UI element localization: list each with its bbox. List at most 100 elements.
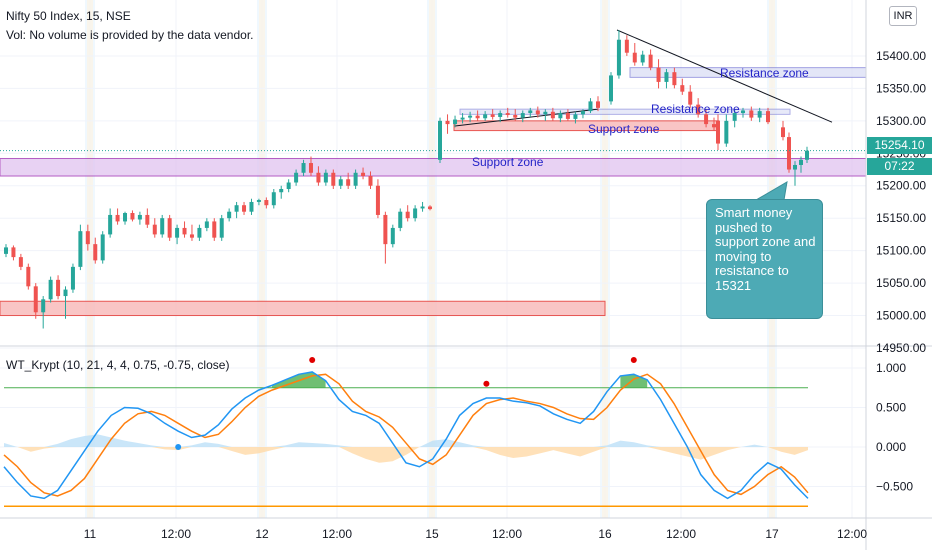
candle-body: [286, 182, 291, 189]
candle-body: [294, 172, 299, 183]
candle-body: [308, 163, 313, 173]
buy-signal-dot: [175, 444, 182, 450]
candle-body: [766, 111, 770, 123]
indicator-tick-label: 0.500: [876, 401, 906, 415]
candle-body: [550, 111, 555, 119]
wt2-line: [3, 373, 809, 497]
candle-body: [346, 179, 351, 186]
candle-body: [420, 206, 425, 209]
smart-money-callout[interactable]: Smart money pushed to support zone and m…: [706, 199, 823, 319]
currency-button[interactable]: INR: [889, 6, 917, 26]
support-zone-label-main: Support zone: [472, 155, 544, 169]
candle-body: [390, 227, 395, 245]
time-tick-label: 12: [255, 527, 269, 541]
candle-body: [793, 164, 797, 170]
support-zone-label-upper: Support zone: [588, 122, 660, 136]
candle-body: [56, 279, 61, 297]
indicator-title: WT_Krypt (10, 21, 4, 4, 0.75, -0.75, clo…: [6, 358, 230, 372]
candle-body: [234, 205, 239, 212]
candle-body: [227, 211, 232, 219]
candle-body: [331, 172, 336, 186]
price-tick-label: 14950.00: [876, 341, 926, 355]
candle-body: [26, 266, 31, 287]
price-tick-label: 15350.00: [876, 81, 926, 95]
candle-body: [152, 224, 157, 235]
time-tick-label: 12:00: [492, 527, 522, 541]
candle-body: [558, 113, 563, 119]
candle-body: [528, 110, 533, 114]
candle-body: [405, 211, 410, 219]
time-tick-label: 12:00: [666, 527, 696, 541]
time-tick-label: 11: [84, 527, 97, 541]
candle-body: [696, 104, 701, 115]
candle-body: [249, 201, 254, 212]
candle-body: [781, 127, 785, 138]
indicator-tick-label: 1.000: [876, 361, 906, 375]
candle-body: [520, 113, 525, 118]
candle-body: [189, 234, 194, 238]
candle-body: [609, 75, 613, 102]
demand-zone-bottom: [0, 300, 606, 317]
candle-body: [316, 172, 321, 183]
support-zone-upper: [453, 120, 720, 132]
candle-body: [18, 257, 23, 267]
candle-body: [167, 218, 172, 238]
candle-body: [33, 286, 38, 313]
volume-note: Vol: No volume is provided by the data v…: [6, 28, 254, 42]
sell-signal-dot: [309, 357, 316, 364]
sell-signal-dot: [630, 357, 637, 364]
time-tick-label: 16: [598, 527, 612, 541]
candle-body: [672, 72, 677, 86]
time-tick-label: 12:00: [322, 527, 352, 541]
candle-body: [680, 85, 685, 92]
candle-body: [741, 110, 745, 114]
candle-body: [468, 115, 473, 118]
session-band-inner: [602, 0, 608, 518]
candle-body: [361, 172, 366, 177]
time-tick-label: 15: [425, 527, 439, 541]
candle-body: [108, 214, 113, 235]
candle-body: [616, 39, 621, 76]
candle-body: [4, 247, 8, 254]
candle-body: [543, 111, 548, 115]
candle-body: [353, 172, 358, 186]
candle-body: [716, 120, 720, 144]
candle-body: [323, 172, 328, 183]
candle-body: [483, 114, 488, 119]
candle-body: [664, 72, 669, 82]
candle-body: [787, 137, 791, 170]
candle-body: [596, 101, 600, 108]
candle-body: [271, 192, 276, 206]
candle-body: [219, 218, 224, 238]
candle-body: [648, 54, 653, 68]
rising-trendline: [454, 108, 599, 127]
candle-body: [513, 115, 518, 118]
candle-body: [704, 114, 709, 125]
candle-body: [383, 214, 388, 245]
candle-body: [640, 54, 645, 63]
candle-body: [368, 176, 373, 186]
candle-body: [732, 113, 737, 121]
candle-body: [573, 114, 578, 119]
candle-body: [182, 227, 187, 235]
candle-body: [438, 120, 442, 160]
histogram-positive: [4, 434, 808, 447]
candle-body: [93, 244, 98, 261]
price-tick-label: 15200.00: [876, 179, 926, 193]
support-zone-main: [0, 157, 867, 177]
time-tick-label: 12:00: [837, 527, 867, 541]
candle-body: [78, 231, 83, 267]
candle-body: [413, 208, 418, 219]
candle-body: [264, 200, 269, 206]
time-tick-label: 17: [765, 527, 779, 541]
time-tick-label: 12:00: [161, 527, 191, 541]
candle-body: [398, 211, 403, 228]
candle-body: [724, 120, 729, 144]
indicator-tick-label: −0.500: [876, 480, 913, 494]
candle-body: [242, 205, 247, 212]
price-tick-label: 15300.00: [876, 114, 926, 128]
histogram-negative: [4, 447, 808, 463]
candle-body: [624, 39, 629, 53]
wt1-line: [3, 371, 809, 500]
candle-body: [505, 113, 510, 116]
